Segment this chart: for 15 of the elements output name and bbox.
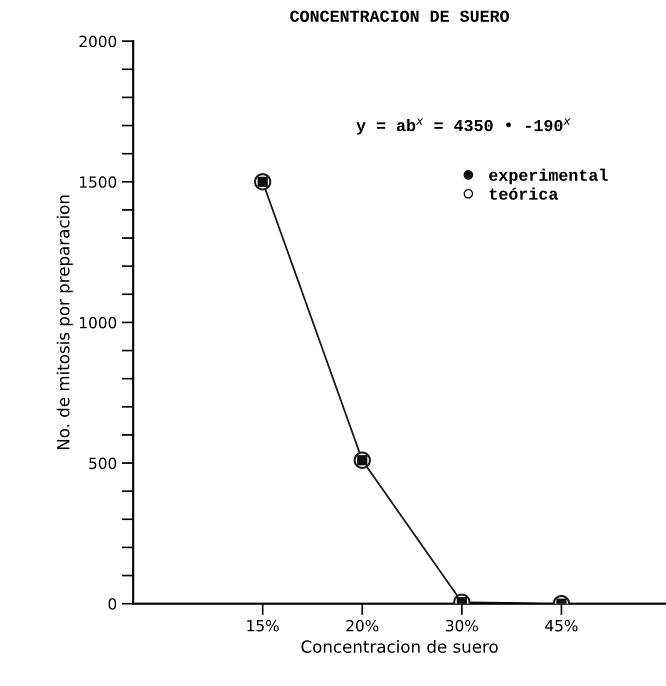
y-tick-label: 500 [89,458,116,470]
legend-label: experimental [489,168,608,184]
chart-title: CONCENTRACION DE SUERO [290,10,510,22]
x-tick-label: 45% [545,620,578,632]
y-tick-label: 1500 [80,176,116,188]
x-tick-label: 30% [446,620,478,632]
y-axis-title: No. de mitosis por preparacion [56,196,73,450]
annotation: y = ab$^{x}$ = 4350 • -190$^{x}$ [356,118,571,135]
y-tick-label: 0 [108,598,116,610]
x-axis-title: Concentracion de suero [301,640,498,653]
y-tick-label: 1000 [80,316,116,328]
x-tick-label: 15% [247,620,279,632]
x-tick-label: 20% [346,620,378,632]
y-tick-label: 2000 [79,36,116,48]
legend-label: teórica [490,188,558,200]
